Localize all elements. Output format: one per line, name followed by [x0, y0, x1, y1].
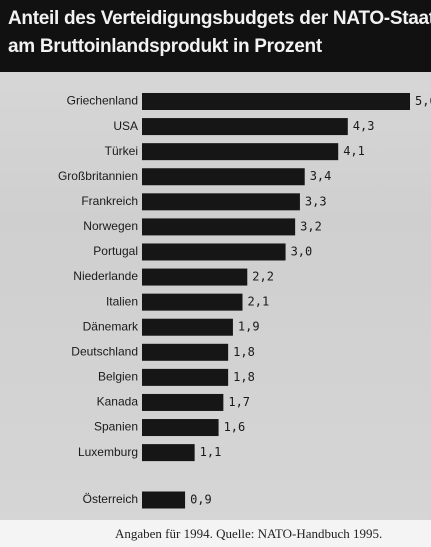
value-label: 3,4: [310, 169, 332, 183]
bar: [142, 419, 219, 437]
bar: [142, 368, 229, 386]
bar: [142, 393, 224, 411]
value-label: 5,6: [415, 94, 431, 108]
bar: [142, 268, 248, 286]
bar: [142, 193, 300, 211]
value-label: 1,8: [233, 370, 255, 384]
category-label: Kanada: [97, 395, 139, 409]
category-label: Griechenland: [67, 94, 138, 108]
category-label: Spanien: [94, 420, 138, 434]
value-label: 3,3: [305, 194, 327, 208]
value-label: 1,8: [233, 345, 255, 359]
category-label: USA: [113, 119, 138, 133]
category-label: Türkei: [105, 144, 138, 158]
value-label: 3,0: [291, 244, 313, 258]
bar: [142, 243, 286, 261]
value-label: 4,3: [353, 119, 375, 133]
chart-title-line-1: Anteil des Verteidigungsbudgets der NATO…: [8, 8, 431, 29]
value-label: 3,2: [300, 219, 322, 233]
bar: [142, 293, 243, 311]
value-label: 1,9: [238, 320, 260, 334]
category-label: Portugal: [93, 244, 138, 258]
category-label: Dänemark: [83, 319, 139, 333]
bar: [142, 143, 339, 161]
category-label: Luxemburg: [78, 445, 138, 459]
category-label: Österreich: [83, 492, 138, 506]
category-label: Belgien: [98, 370, 138, 384]
value-label: 0,9: [190, 493, 212, 507]
value-label: 2,1: [248, 295, 270, 309]
bar: [142, 118, 348, 136]
value-label: 1,1: [200, 445, 222, 459]
bar: [142, 343, 229, 361]
source-note: Angaben für 1994. Quelle: NATO-Handbuch …: [115, 526, 383, 541]
value-label: 2,2: [252, 270, 274, 284]
bar: [142, 491, 186, 509]
category-label: Frankreich: [81, 194, 138, 208]
category-label: Italien: [106, 294, 138, 308]
chart-header: Anteil des Verteidigungsbudgets der NATO…: [0, 0, 431, 72]
bar: [142, 93, 410, 110]
chart-title-line-2: am Bruttoinlandsprodukt in Prozent: [8, 36, 322, 57]
value-label: 1,7: [228, 395, 250, 409]
value-label: 1,6: [224, 420, 246, 434]
category-label: Niederlande: [73, 269, 138, 283]
bar: [142, 168, 305, 186]
bar: [142, 218, 296, 236]
chart-footer: Angaben für 1994. Quelle: NATO-Handbuch …: [0, 520, 431, 547]
bar: [142, 318, 233, 336]
bar: [142, 444, 195, 462]
category-label: Deutschland: [71, 344, 138, 358]
value-label: 4,1: [343, 144, 365, 158]
category-label: Großbritannien: [58, 169, 138, 183]
category-label: Norwegen: [83, 219, 138, 233]
bar-chart: Griechenland 5,6 USA 4,3 Türkei 4,1 Großbritan…: [58, 93, 431, 509]
